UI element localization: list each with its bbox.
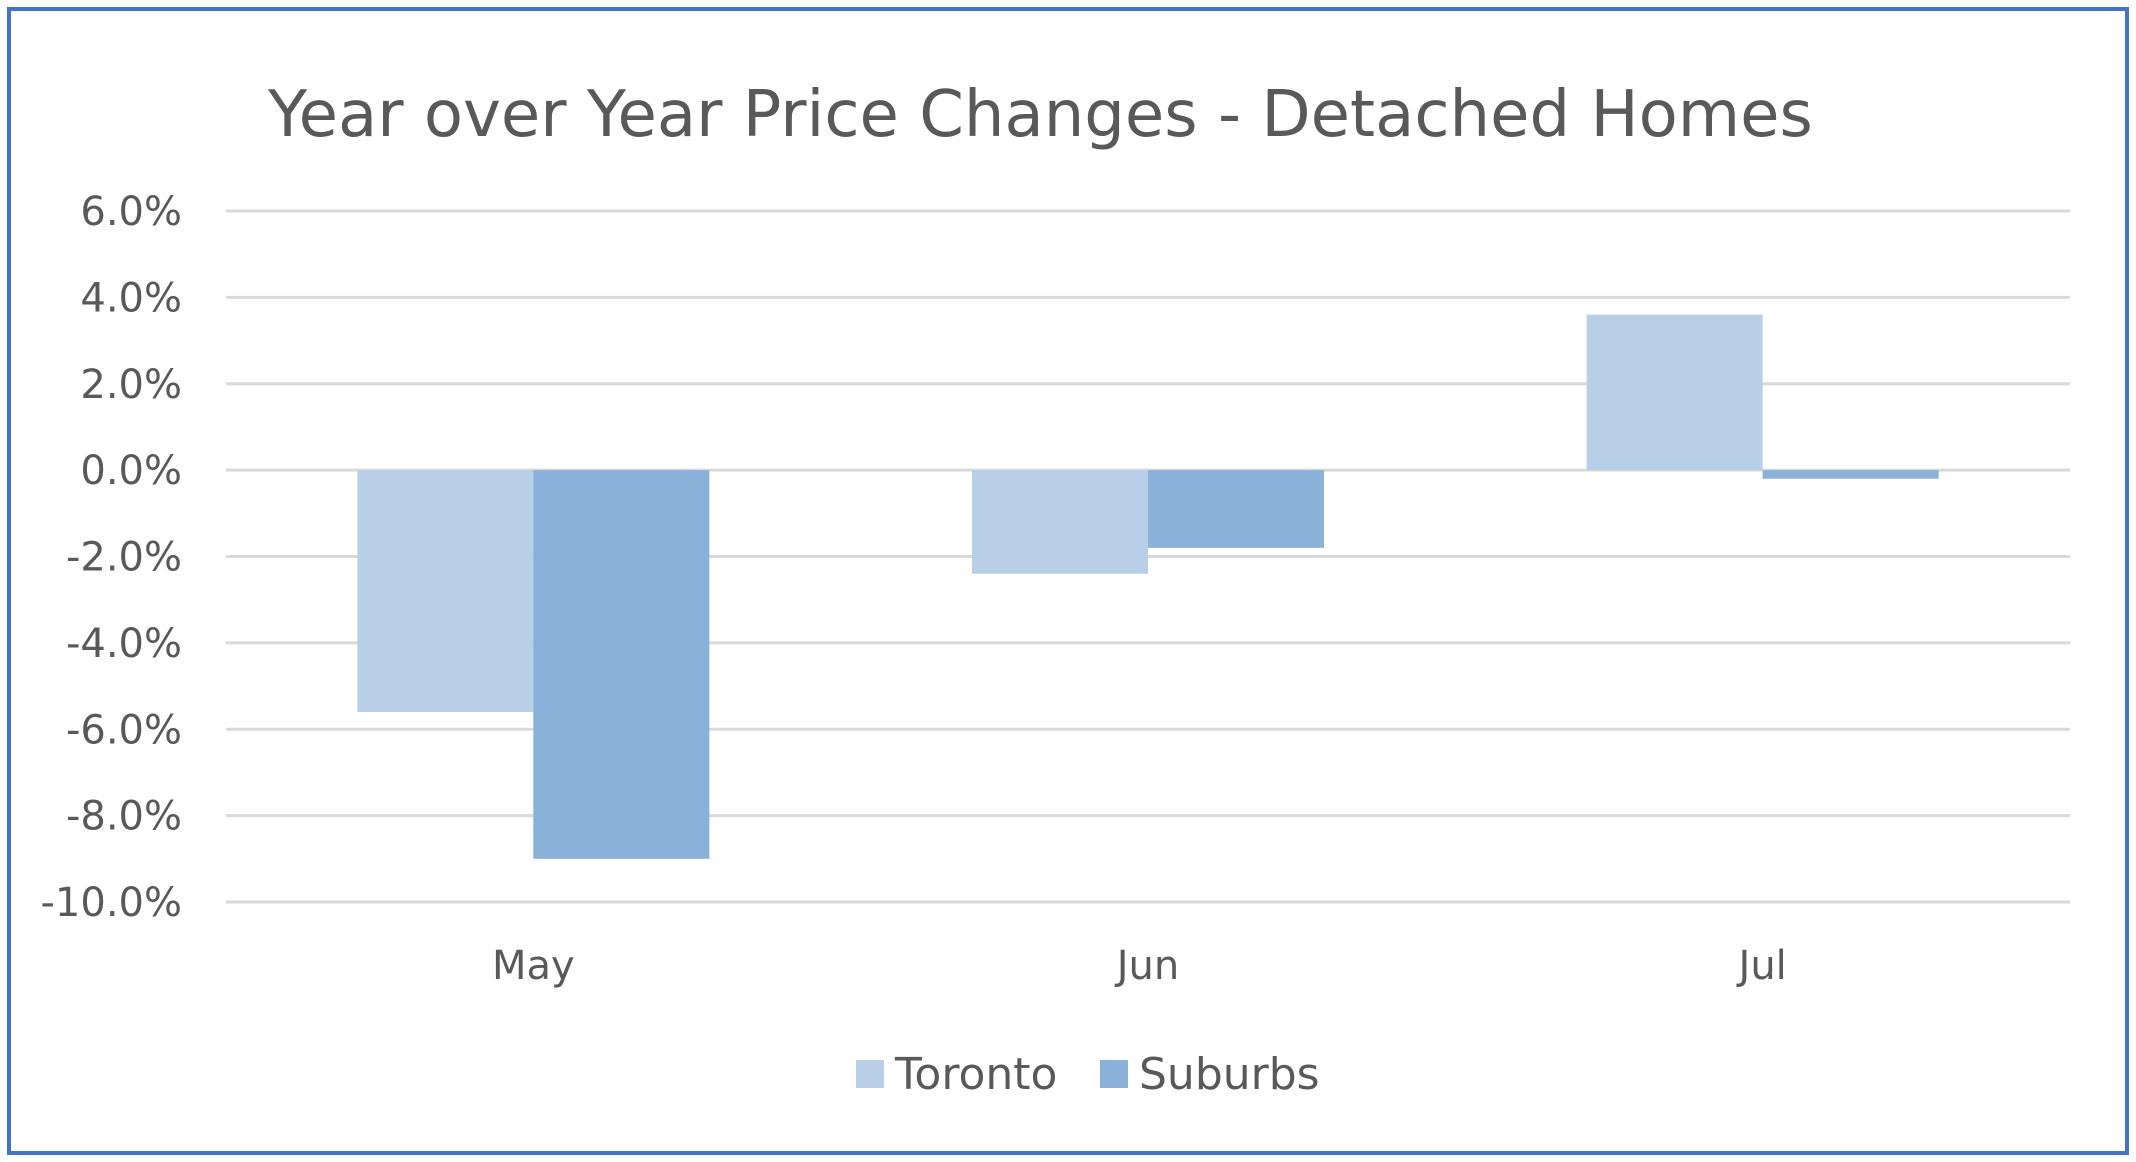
chart-frame (7, 7, 2129, 1155)
chart-title: Year over Year Price Changes - Detached … (267, 78, 1813, 152)
y-axis-tick-labels: 6.0% 4.0% 2.0% 0.0% -2.0% -4.0% -6.0% -8.0% -10.… (40, 189, 182, 926)
y-tick-label: -10.0% (40, 880, 182, 926)
bar-toronto-jul (1586, 314, 1763, 471)
x-category-label: May (492, 943, 575, 989)
x-category-label: Jun (1114, 943, 1180, 989)
y-tick-label: -4.0% (66, 621, 182, 667)
y-tick-label: -6.0% (66, 707, 182, 753)
y-tick-label: -8.0% (66, 794, 182, 840)
legend-label-toronto: Toronto (894, 1049, 1057, 1100)
bar-toronto-may (357, 470, 534, 712)
legend-label-suburbs: Suburbs (1139, 1049, 1320, 1100)
y-tick-label: 2.0% (80, 362, 182, 408)
bar-suburbs-jun (1148, 470, 1324, 548)
x-axis-category-labels: May Jun Jul (492, 943, 1787, 989)
y-tick-label: 6.0% (80, 189, 182, 235)
y-tick-label: 4.0% (80, 275, 182, 321)
y-tick-label: 0.0% (80, 448, 182, 494)
bars (357, 314, 1939, 859)
legend-swatch-toronto (856, 1060, 884, 1088)
bar-suburbs-may (533, 470, 710, 859)
legend-swatch-suburbs (1100, 1060, 1128, 1088)
legend: Toronto Suburbs (856, 1049, 1320, 1100)
bar-suburbs-jul (1762, 470, 1939, 479)
y-tick-label: -2.0% (66, 535, 182, 581)
x-category-label: Jul (1736, 943, 1787, 989)
bar-toronto-jun (972, 470, 1148, 574)
